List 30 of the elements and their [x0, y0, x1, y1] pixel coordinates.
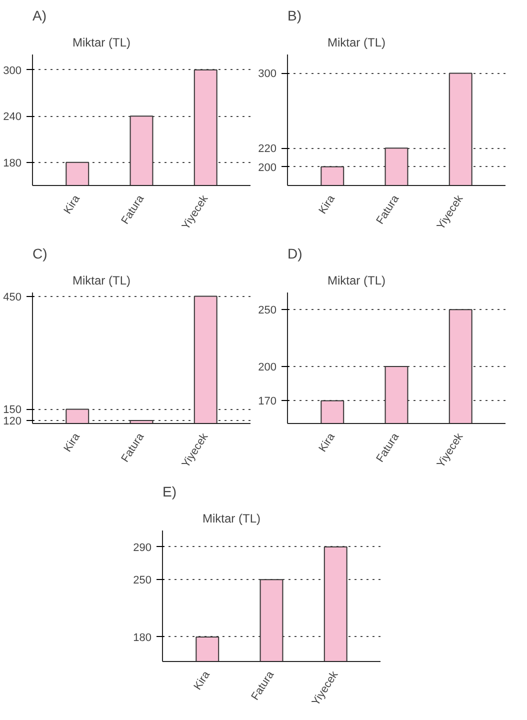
y-tick-label: 150 — [3, 404, 22, 416]
y-tick-label: 180 — [3, 157, 22, 170]
y-tick-label: 220 — [258, 143, 277, 156]
y-tick-label: 120 — [3, 415, 22, 428]
chart-title: E) — [162, 484, 176, 500]
y-tick-label: 180 — [133, 632, 152, 644]
x-tick-label: Kira — [192, 668, 213, 692]
y-tick-label: 200 — [258, 362, 277, 374]
y-tick-label: 250 — [258, 304, 277, 317]
y-tick-label: 200 — [258, 162, 277, 174]
chart-title: C) — [32, 246, 48, 262]
y-tick-label: 290 — [133, 542, 152, 554]
y-axis-title: Miktar (TL) — [328, 274, 386, 288]
y-tick-label: 450 — [3, 291, 22, 304]
y-axis-title: Miktar (TL) — [72, 36, 130, 50]
x-tick-label: Kira — [62, 192, 83, 216]
chart-title: D) — [288, 246, 302, 262]
y-axis-title: Miktar (TL) — [328, 36, 386, 50]
y-tick-label: 300 — [258, 68, 277, 80]
y-axis-title: Miktar (TL) — [72, 274, 130, 288]
y-axis-title: Miktar (TL) — [202, 512, 260, 526]
chart-title: B) — [288, 8, 302, 24]
chart-title: A) — [32, 8, 46, 24]
y-tick-label: 300 — [3, 64, 22, 77]
x-tick-label: Kira — [62, 430, 83, 454]
x-tick-label: Kira — [316, 192, 338, 216]
y-tick-label: 170 — [258, 396, 277, 408]
y-tick-label: 250 — [133, 574, 152, 587]
y-tick-label: 240 — [3, 111, 22, 124]
x-tick-label: Kira — [316, 430, 338, 454]
